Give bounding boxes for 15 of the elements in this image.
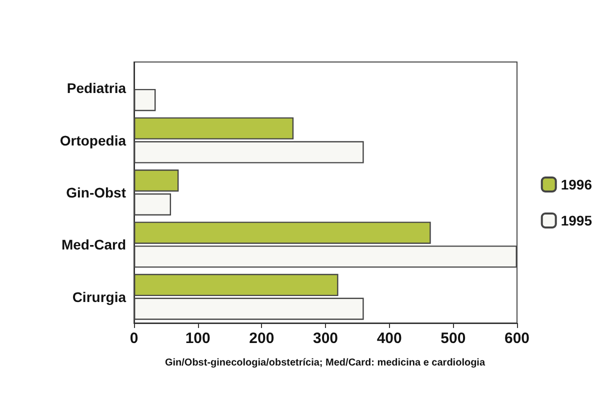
x-tick-label: 500 (440, 330, 466, 347)
x-tick-label: 100 (185, 330, 210, 347)
x-tick-label: 300 (312, 330, 338, 347)
x-tick-label: 600 (504, 330, 530, 347)
legend-label: 1995 (560, 212, 592, 228)
y-tick-label: Gin-Obst (66, 184, 126, 200)
y-tick-label: Ortopedia (60, 132, 126, 148)
y-tick-label: Cirurgia (72, 288, 126, 305)
y-tick-label: Pediatria (66, 80, 126, 96)
y-tick-label: Med-Card (61, 236, 126, 253)
x-tick-label: 400 (376, 330, 402, 347)
x-tick-label: 200 (249, 330, 274, 347)
x-tick-label: 0 (130, 330, 138, 347)
legend-label: 1996 (560, 176, 592, 192)
text: Gin/Obst-ginecologia/obstetrícia; Med/Card: medicina e cardiologia (164, 358, 486, 368)
